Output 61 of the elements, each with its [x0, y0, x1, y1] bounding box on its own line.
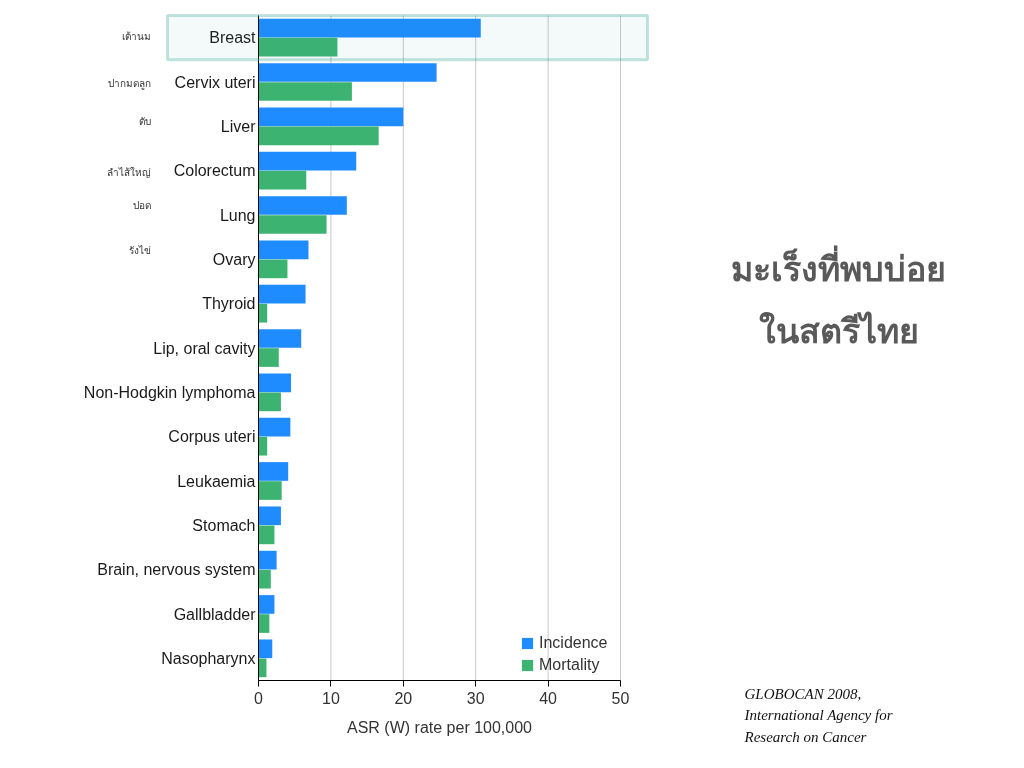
bar: [258, 196, 347, 215]
y-tick-label: Nasopharynx: [161, 649, 256, 667]
legend-label: Incidence: [539, 634, 608, 652]
y-tick-label: Stomach: [192, 516, 256, 534]
text: ลำไส้ใหญ่: [106, 167, 151, 178]
y-tick-label: Lung: [219, 206, 256, 224]
bar: [258, 373, 292, 393]
bar: [258, 170, 307, 190]
bar: [258, 126, 379, 146]
text: GLOBOCAN 2008, International Agency for Research on Cancer: [743, 685, 893, 745]
bar: [258, 329, 302, 348]
text: มะเร็งที่พบบ่อย ในสตรีไทย: [731, 244, 946, 351]
bar: [258, 550, 277, 570]
y-tick-label: Colorectum: [173, 162, 256, 180]
y-tick-label: Brain, nervous system: [97, 561, 256, 579]
bar: [258, 18, 481, 38]
bar: [258, 595, 275, 614]
x-axis-title: ASR (W) rate per 100,000: [347, 718, 533, 736]
text: รังไข่: [128, 245, 151, 256]
y-tick-label: Cervix uteri: [174, 73, 256, 91]
bar: [258, 303, 268, 323]
bar: [258, 151, 357, 171]
bar: [258, 614, 270, 633]
bar: [258, 506, 281, 526]
y-tick-label: Ovary: [212, 250, 256, 268]
legend-label: Mortality: [539, 656, 600, 674]
text: ตับ: [138, 116, 151, 127]
bar: [258, 37, 338, 57]
y-tick-label: Corpus uteri: [168, 428, 256, 446]
bar: [258, 525, 275, 545]
y-tick-label: Thyroid: [202, 295, 256, 313]
bar: [258, 392, 281, 412]
bar: [258, 259, 288, 279]
bar: [258, 215, 327, 234]
x-tick-label: 30: [466, 689, 485, 707]
y-tick-label: Liver: [220, 117, 257, 135]
y-tick-label: Breast: [209, 29, 257, 47]
bar: [258, 284, 306, 304]
bar: [258, 417, 291, 437]
text: เต้านม: [121, 31, 151, 42]
bar: [258, 348, 279, 367]
bar: [258, 639, 273, 659]
bar: [258, 436, 268, 456]
text: ปอด: [132, 200, 151, 211]
x-tick-label: 10: [322, 689, 340, 707]
bar: [258, 63, 437, 82]
text: ปากมดลูก: [107, 78, 151, 90]
bar: [258, 569, 271, 589]
y-tick-label: Lip, oral cavity: [153, 339, 256, 357]
y-tick-label: Non-Hodgkin lymphoma: [83, 383, 256, 401]
bar: [258, 240, 309, 260]
bar: [258, 82, 352, 101]
bar: [258, 462, 289, 481]
y-tick-label: Gallbladder: [173, 605, 257, 623]
x-tick-label: 40: [539, 689, 558, 707]
bar: [258, 107, 404, 127]
bar: [258, 481, 282, 500]
x-tick-label: 50: [611, 689, 630, 707]
y-tick-label: Leukaemia: [177, 472, 256, 490]
x-tick-label: 0: [254, 689, 264, 707]
x-tick-label: 20: [394, 689, 413, 707]
